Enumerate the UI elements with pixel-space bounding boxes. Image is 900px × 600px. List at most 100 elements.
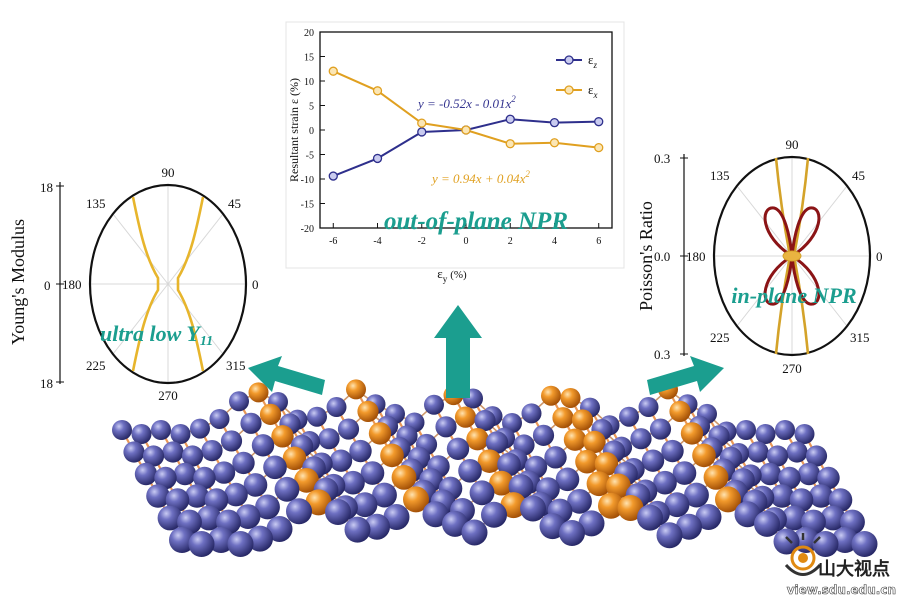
fit-equation-ex: y = 0.94x + 0.04x2 — [430, 169, 530, 186]
angle-label-135: 135 — [710, 168, 730, 183]
radial-tick-bottom: 18 — [40, 376, 53, 391]
atom-blue — [185, 484, 209, 508]
atom-orange — [466, 427, 489, 451]
data-point-ez — [549, 118, 560, 128]
angle-label-45: 45 — [228, 196, 241, 211]
atom-orange — [703, 465, 729, 490]
y-tick-label: -5 — [306, 151, 314, 162]
atom-blue — [344, 516, 371, 543]
atom-blue — [809, 484, 833, 508]
atom-blue — [630, 428, 652, 450]
atom-blue — [619, 406, 639, 427]
atom-blue — [469, 480, 495, 506]
angle-label-225: 225 — [86, 358, 106, 373]
polar-frame — [88, 183, 248, 385]
atom-blue — [851, 531, 878, 557]
atom-orange — [357, 400, 379, 422]
atom-blue — [766, 445, 789, 467]
atom-blue — [173, 462, 197, 486]
atom-blue — [307, 406, 327, 427]
atom-orange — [594, 452, 619, 476]
arrow-right — [647, 356, 724, 395]
atom-blue — [676, 513, 702, 540]
poissons-ratio-axis-title: Poisson's Ratio — [636, 201, 656, 311]
atom-blue — [435, 416, 457, 438]
angle-label-315: 315 — [226, 358, 246, 373]
arrow-up — [434, 305, 482, 398]
atom-blue — [521, 403, 542, 424]
y-axis-label: Resultant strain ε (%) — [287, 78, 301, 182]
angle-label-315: 315 — [850, 330, 870, 345]
atom-blue — [544, 446, 567, 469]
fit-equation-ez: y = -0.52x - 0.01x2 — [416, 94, 516, 111]
atom-blue — [209, 408, 230, 429]
atom-blue — [372, 482, 397, 508]
atom-blue — [664, 492, 690, 518]
atom-blue — [637, 504, 663, 531]
angle-label-180: 180 — [686, 249, 706, 264]
atom-blue — [232, 451, 255, 475]
atom-blue — [424, 394, 444, 415]
atom-orange — [606, 473, 631, 499]
x-axis-label: εy (%) — [437, 266, 467, 284]
angle-label-225: 225 — [710, 330, 730, 345]
angle-label-0: 0 — [876, 249, 883, 264]
angle-label-0: 0 — [252, 277, 259, 292]
atom-blue — [820, 505, 846, 531]
atom-blue — [754, 510, 780, 537]
atom-blue — [747, 441, 769, 463]
atom-blue — [329, 449, 353, 472]
atom-blue — [352, 492, 378, 518]
atom-orange — [669, 400, 691, 422]
atom-blue — [539, 513, 566, 540]
atom-blue — [318, 428, 340, 450]
atom-orange — [560, 387, 581, 408]
youngs-modulus-axis-title: Young's Modulus — [8, 219, 28, 345]
atom-orange — [552, 407, 574, 429]
atom-blue — [341, 470, 365, 495]
atom-blue — [778, 466, 801, 490]
atom-blue — [157, 505, 183, 531]
atom-blue — [170, 424, 191, 444]
atom-blue — [263, 455, 287, 480]
poissons-ratio-inner-lobes — [763, 206, 821, 306]
y-tick-label: -20 — [301, 224, 314, 235]
atom-blue — [229, 391, 249, 412]
atom-orange — [680, 422, 704, 445]
atom-orange — [368, 422, 392, 445]
atom-blue — [794, 424, 815, 444]
atom-blue — [532, 424, 555, 446]
atom-blue — [224, 482, 248, 507]
atom-blue — [247, 525, 273, 552]
ultra-low-y11-label: ultra low Y11 — [100, 321, 213, 349]
atom-blue — [123, 441, 145, 463]
atom-blue — [220, 430, 243, 452]
atom-blue — [736, 420, 756, 440]
atom-orange — [598, 492, 624, 519]
atom-blue — [240, 412, 262, 434]
legend-marker-ez — [564, 55, 574, 65]
atom-blue — [695, 504, 722, 531]
atom-orange — [571, 409, 594, 431]
y-tick-label: 5 — [309, 102, 314, 113]
data-point-ez — [372, 153, 383, 164]
atom-blue — [559, 520, 585, 546]
x-tick-label: 2 — [508, 236, 513, 247]
atom-blue — [326, 397, 347, 418]
atom-orange — [541, 385, 561, 406]
atom-orange — [391, 465, 417, 490]
polar-chart-poissons-ratio: Poisson's Ratio 0.3 0.0 0.3 — [636, 137, 883, 376]
data-point-ex — [594, 142, 604, 153]
angle-label-90: 90 — [786, 137, 799, 152]
atom-orange — [282, 446, 307, 471]
data-point-ex — [417, 118, 427, 128]
in-plane-npr-label: in-plane NPR — [731, 283, 856, 308]
atom-blue — [805, 445, 828, 467]
atom-orange — [477, 449, 502, 473]
atom-blue — [286, 498, 312, 525]
atom-blue — [567, 488, 592, 514]
atom-blue — [243, 473, 268, 497]
angle-label-135: 135 — [86, 196, 106, 211]
x-tick-label: -6 — [329, 236, 337, 247]
atom-blue — [812, 531, 839, 557]
